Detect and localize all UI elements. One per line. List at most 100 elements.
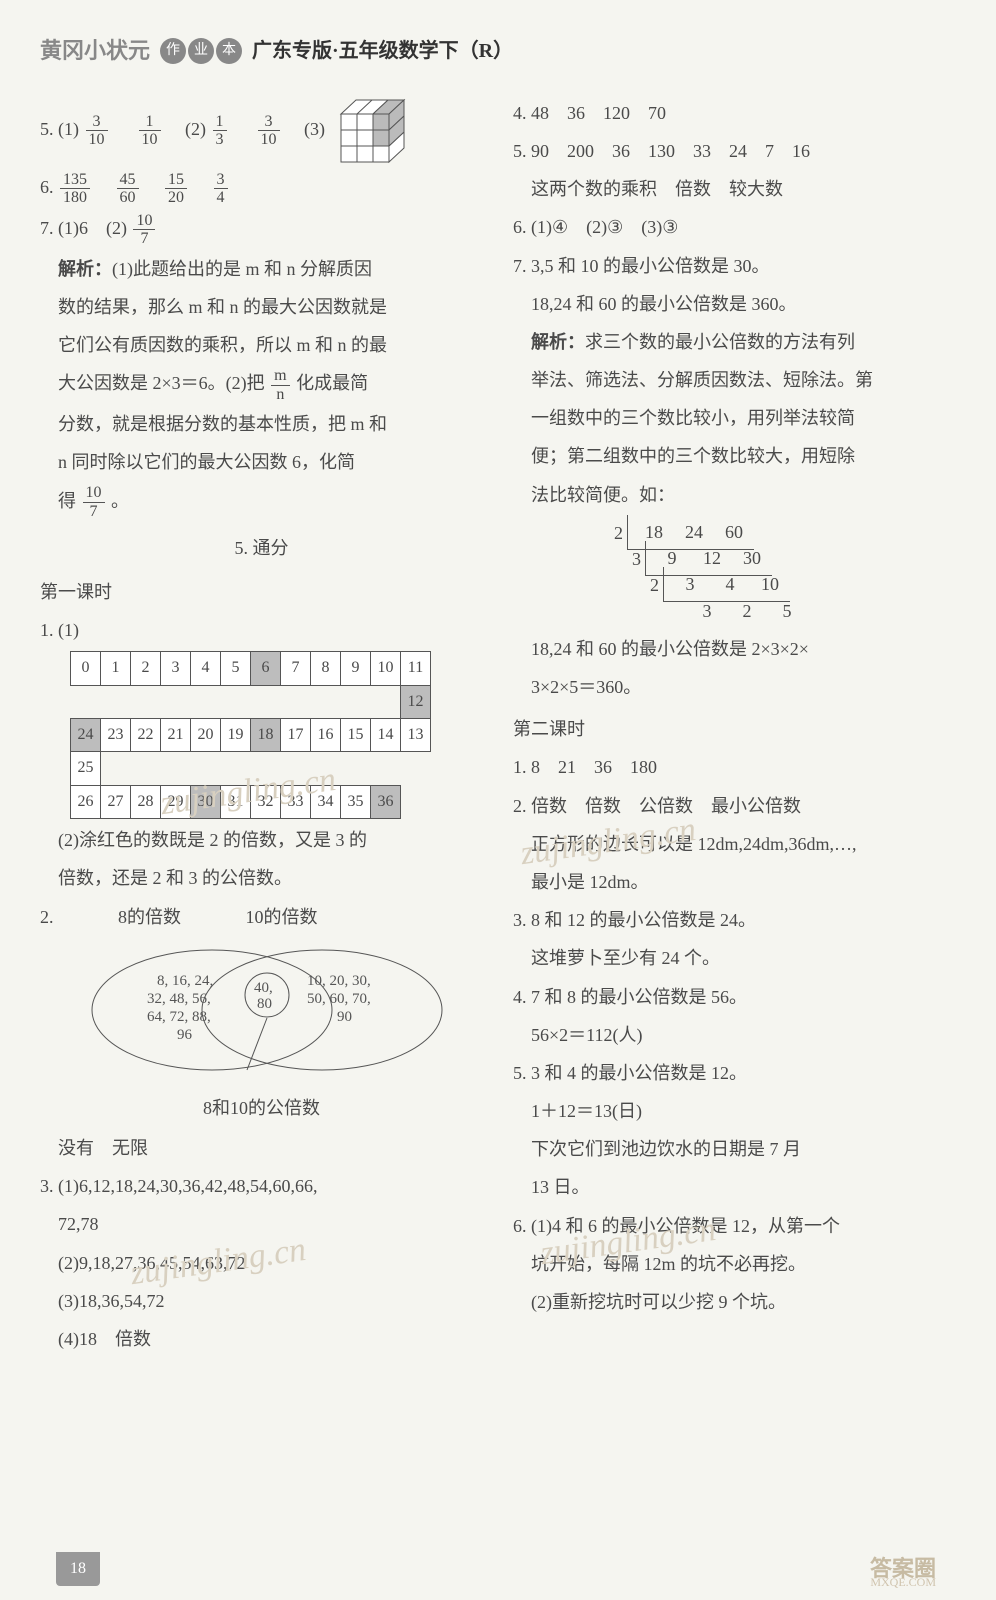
r-analysis-label: 解析： [531,332,585,352]
grid-cell: 19 [221,718,251,751]
ld-4-1: 2 [727,594,767,628]
grid-cell: 26 [71,785,101,818]
ladder-ans-a: 18,24 和 60 的最小公倍数是 2×3×2× [513,632,956,666]
grid-cell: 36 [371,785,401,818]
grid-cell: 27 [101,785,131,818]
grid-cell: 13 [401,718,431,751]
a1g-pre: 得 [58,491,76,511]
venn-bottom-label: 8和10的公倍数 [40,1091,483,1125]
page: 黄冈小状元 作 业 本 广东专版·五年级数学下（R） 5. (1) 310 11… [0,0,996,1600]
q5-tail: (3) [286,119,325,139]
r-q4: 4. 48 36 120 70 [513,96,956,130]
grid-cell: 12 [401,685,431,718]
q5-frac-2: 110 [139,113,161,149]
grid-cell: 31 [221,785,251,818]
q6-f1: 135180 [60,171,90,207]
venn-right-label: 10的倍数 [246,907,318,927]
badge-1: 作 [160,38,186,64]
page-header: 黄冈小状元 作 业 本 广东专版·五年级数学下（R） [40,30,956,72]
venn-num: 2. [40,907,54,927]
analysis-label: 解析： [58,259,112,279]
svg-text:96: 96 [177,1027,193,1043]
grid-prefix: 1. (1) [40,613,483,647]
r-q5a: 5. 90 200 36 130 33 24 7 16 [513,134,956,168]
grid-cell: 8 [311,652,341,685]
grid-cell: 5 [221,652,251,685]
short-division-ladder: 2 18 24 60 3 9 12 30 2 [603,520,956,624]
q5-frac-3: 13 [213,113,227,149]
grid-cell: 30 [191,785,221,818]
grid-cell: 24 [71,718,101,751]
l2-q5d: 13 日。 [513,1170,956,1204]
q5-mid: (2) [167,119,206,139]
grid-cell: 10 [371,652,401,685]
grid-cell: 4 [191,652,221,685]
q7-frac: 107 [133,212,155,248]
a1b: 数的结果，那么 m 和 n 的最大公因数就是 [40,290,483,324]
a1f: n 同时除以它们的最大公因数 6，化简 [40,445,483,479]
a1g: 得 107 。 [40,484,483,521]
q5-line: 5. (1) 310 110 (2) 13 310 (3) [40,96,483,166]
q5-prefix: 5. (1) [40,119,79,139]
q3d: (4)18 倍数 [40,1322,483,1356]
grid-cell: 20 [191,718,221,751]
q3b: (2)9,18,27,36,45,54,63,72 [40,1246,483,1280]
grid-cell: 16 [311,718,341,751]
lesson-2-title: 第二课时 [513,712,956,746]
grid-cell: 18 [251,718,281,751]
r-q6: 6. (1)④ (2)③ (3)③ [513,210,956,244]
q6-prefix: 6. [40,177,58,197]
svg-text:40,: 40, [254,980,273,996]
l2-q4a: 4. 7 和 8 的最小公倍数是 56。 [513,980,956,1014]
lesson-1-title: 第一课时 [40,575,483,609]
ld-4-2: 5 [767,594,807,628]
a1a: (1)此题给出的是 m 和 n 分解质因 [112,259,372,279]
q5-frac-1: 310 [86,113,108,149]
svg-text:10, 20, 30,: 10, 20, 30, [307,973,371,989]
grid-cell: 21 [161,718,191,751]
q3a2: 72,78 [40,1207,483,1241]
right-column: 4. 48 36 120 70 5. 90 200 36 130 33 24 7… [513,92,956,1360]
grid-cell: 1 [101,652,131,685]
q6-f3: 1520 [165,171,187,207]
svg-text:80: 80 [257,996,272,1012]
left-column: 5. (1) 310 110 (2) 13 310 (3) [40,92,483,1360]
l2-q1: 1. 8 21 36 180 [513,750,956,784]
grid-cell: 25 [71,752,101,785]
r-ac: 一组数中的三个数比较小，用列举法较简 [513,401,956,435]
ld-4-0: 3 [687,594,727,628]
r-analysis: 解析：求三个数的最小公倍数的方法有列 [513,325,956,359]
grid-cell: 15 [341,718,371,751]
ladder-ans-b: 3×2×5＝360。 [513,670,956,704]
r-q7b: 18,24 和 60 的最小公倍数是 360。 [513,287,956,321]
header-title: 广东专版·五年级数学下（R） [252,32,513,70]
r-q7a: 7. 3,5 和 10 的最小公倍数是 30。 [513,249,956,283]
q3c: (3)18,36,54,72 [40,1284,483,1318]
venn-ans: 没有 无限 [40,1131,483,1165]
grid-cell: 6 [251,652,281,685]
section-5-title: 5. 通分 [40,531,483,565]
a1d-frac: mn [271,367,289,403]
grid-cell: 29 [161,785,191,818]
svg-text:32, 48, 56,: 32, 48, 56, [147,991,211,1007]
r-q5b: 这两个数的乘积 倍数 较大数 [513,172,956,206]
grid-cell: 28 [131,785,161,818]
r-ab: 举法、筛选法、分解质因数法、短除法。第 [513,363,956,397]
ld-q3: 2 [639,568,663,602]
l2-q3b: 这堆萝卜至少有 24 个。 [513,941,956,975]
grid-cell: 32 [251,785,281,818]
r-aa: 求三个数的最小公倍数的方法有列 [585,332,855,352]
grid-cell: 35 [341,785,371,818]
a1d-post: 化成最简 [296,373,368,393]
q6-line: 6. 135180 4560 1520 34 [40,170,483,207]
grid-cell: 11 [401,652,431,685]
grid-cell: 22 [131,718,161,751]
svg-text:90: 90 [337,1009,352,1025]
grid-cell: 7 [281,652,311,685]
q3a: 3. (1)6,12,18,24,30,36,42,48,54,60,66, [40,1169,483,1203]
a1d-pre: 大公因数是 2×3＝6。(2)把 [58,373,269,393]
l2-q6a: 6. (1)4 和 6 的最小公倍数是 12，从第一个 [513,1209,956,1243]
grid-cell: 23 [101,718,131,751]
l2-q5b: 1＋12＝13(日) [513,1094,956,1128]
l2-q4b: 56×2＝112(人) [513,1018,956,1052]
